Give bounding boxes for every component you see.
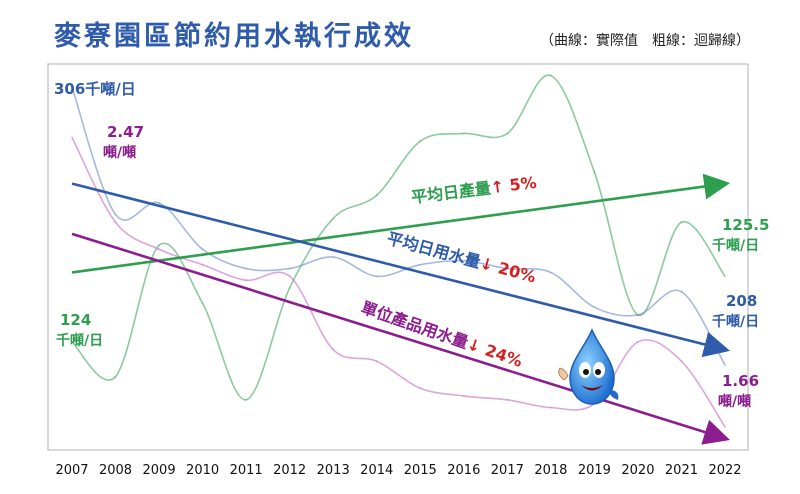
actual-point-0-2	[158, 244, 160, 247]
water-drop-mascot-icon	[558, 328, 619, 405]
actual-point-1-9	[463, 260, 465, 262]
unit-start-value: 2.47	[107, 123, 144, 141]
prod-end-unit: 千噸/日	[712, 237, 759, 254]
regression-annotation-1: 平均日用水量↓ 20%	[385, 229, 538, 287]
x-tick-label: 2016	[447, 463, 480, 478]
regression-annotation-text: 單位產品用水量↓ 24%	[359, 298, 525, 371]
prod-end-value: 125.5	[722, 216, 769, 234]
actual-point-0-12	[593, 171, 596, 173]
actual-point-0-9	[463, 132, 465, 135]
actual-curve-1	[71, 86, 726, 366]
x-tick-label: 2009	[143, 463, 176, 478]
prod-start-unit: 千噸/日	[56, 332, 103, 349]
actual-point-0-1	[114, 375, 117, 378]
actual-point-2-15	[724, 426, 726, 428]
regression-line-3	[71, 173, 731, 274]
actual-point-1-0	[71, 86, 73, 88]
x-tick-label: 2020	[621, 463, 654, 478]
actual-point-1-1	[114, 213, 117, 216]
annotation-percent: 5%	[503, 173, 538, 196]
actual-point-1-8	[419, 263, 422, 266]
actual-point-1-11	[550, 271, 552, 274]
actual-point-1-10	[506, 267, 509, 270]
x-tick-label: 2011	[230, 463, 263, 478]
actual-point-0-6	[332, 217, 335, 220]
water-end-value: 208	[726, 292, 757, 310]
actual-curve-2	[71, 136, 726, 428]
x-tick-label: 2013	[317, 463, 350, 478]
x-tick-label: 2021	[665, 463, 698, 478]
actual-point-1-2	[158, 202, 160, 204]
up-arrow-icon: ↑	[490, 177, 506, 197]
actual-point-2-6	[332, 348, 335, 351]
actual-point-1-14	[680, 290, 683, 293]
actual-point-2-7	[375, 360, 378, 363]
actual-point-1-4	[245, 267, 247, 270]
actual-point-0-11	[550, 74, 552, 77]
actual-point-0-15	[724, 275, 726, 278]
actual-point-0-14	[680, 221, 683, 224]
actual-point-0-7	[375, 194, 378, 197]
actual-point-2-1	[114, 221, 117, 224]
x-tick-label: 2007	[55, 463, 88, 478]
actual-point-0-8	[419, 140, 422, 142]
x-tick-label: 2010	[186, 463, 219, 478]
actual-point-2-9	[463, 395, 465, 397]
actual-point-1-15	[724, 364, 726, 366]
chart-note: （曲線：實際值 粗線：迴歸線）	[540, 33, 750, 49]
actual-point-0-3	[201, 302, 204, 305]
x-tick-label: 2017	[491, 463, 524, 478]
actual-point-2-5	[288, 275, 291, 278]
down-arrow-icon: ↓	[478, 253, 496, 275]
x-tick-label: 2019	[578, 463, 611, 478]
x-tick-label: 2022	[708, 463, 741, 478]
regression-line-5	[71, 232, 730, 445]
unit-end-unit: 噸/噸	[718, 393, 751, 410]
water-start-label: 306千噸/日	[54, 80, 136, 98]
actual-point-2-14	[680, 360, 683, 363]
annotation-percent: 20%	[491, 257, 538, 287]
unit-end-value: 1.66	[722, 372, 759, 390]
regression-annotation-text: 平均日用水量↓ 20%	[385, 229, 538, 287]
regression-line-4	[71, 182, 731, 358]
actual-point-0-5	[288, 287, 291, 289]
actual-point-2-3	[201, 263, 204, 266]
water-end-unit: 千噸/日	[712, 313, 759, 330]
down-arrow-icon: ↓	[465, 334, 484, 356]
plot-frame	[47, 63, 749, 451]
actual-point-1-3	[201, 248, 204, 251]
actual-point-2-4	[245, 279, 247, 281]
x-tick-label: 2015	[404, 463, 437, 478]
actual-point-1-12	[593, 306, 596, 308]
page-title: 麥寮園區節約用水執行成效	[54, 21, 414, 52]
actual-point-2-0	[71, 136, 73, 139]
actual-point-2-13	[637, 341, 639, 343]
annotation-percent: 24%	[477, 339, 525, 371]
x-tick-label: 2018	[534, 463, 567, 478]
x-tick-label: 2012	[273, 463, 306, 478]
actual-point-1-13	[637, 314, 639, 316]
regression-annotation-0: 平均日產量↑ 5%	[410, 173, 538, 207]
regression-annotation-2: 單位產品用水量↓ 24%	[359, 298, 525, 371]
actual-point-2-10	[506, 399, 509, 401]
actual-point-2-2	[158, 248, 160, 251]
regression-annotation-text: 平均日產量↑ 5%	[410, 173, 538, 207]
actual-point-2-11	[550, 406, 552, 409]
x-tick-label: 2014	[360, 463, 393, 478]
prod-start-value: 124	[60, 311, 91, 329]
actual-point-0-0	[71, 341, 73, 343]
annotation-label: 平均日用水量	[385, 229, 483, 272]
annotation-label: 單位產品用水量	[359, 298, 471, 352]
annotation-label: 平均日產量	[410, 178, 492, 207]
actual-point-0-4	[245, 399, 247, 401]
actual-point-0-10	[506, 132, 509, 135]
actual-point-1-5	[288, 267, 291, 270]
actual-point-1-6	[332, 256, 335, 258]
actual-point-2-8	[419, 387, 422, 390]
actual-curve-0	[71, 74, 726, 401]
actual-point-1-7	[375, 275, 378, 278]
unit-start-unit: 噸/噸	[103, 144, 136, 161]
x-tick-label: 2008	[99, 463, 132, 478]
